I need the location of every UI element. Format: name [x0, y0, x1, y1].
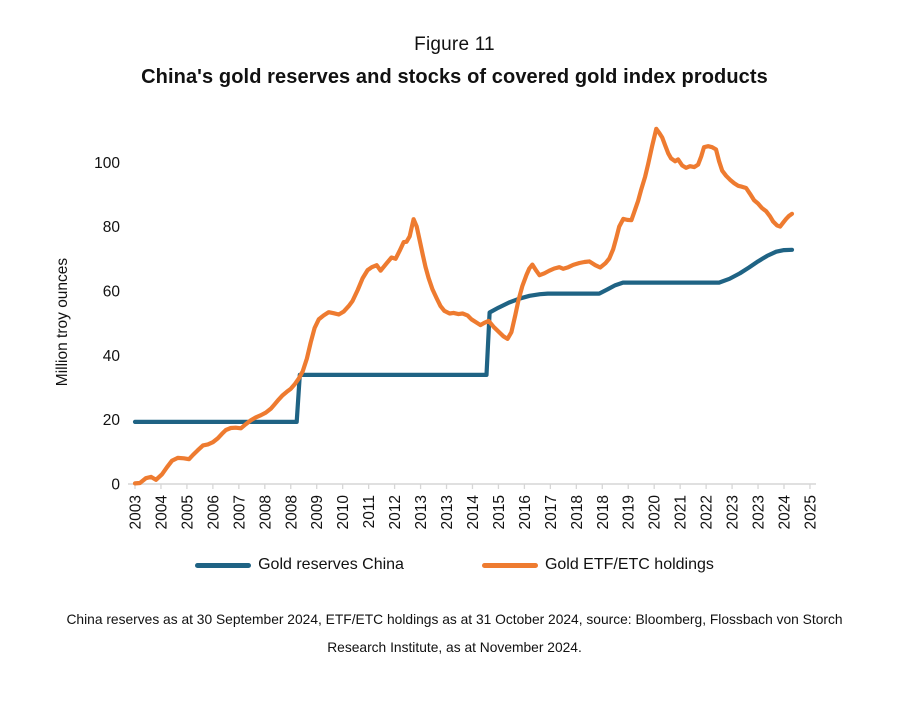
- chart-title: China's gold reserves and stocks of cove…: [141, 66, 768, 88]
- x-tick-label: 2010: [335, 495, 352, 530]
- x-tick-label: 2013: [439, 495, 456, 529]
- x-tick-label: 2025: [802, 495, 819, 529]
- y-tick-label: 40: [103, 348, 121, 365]
- x-tick-label: 2005: [179, 495, 196, 529]
- x-tick-label: 2012: [387, 495, 404, 529]
- x-tick-label: 2020: [647, 495, 664, 530]
- x-tick-label: 2019: [621, 495, 638, 529]
- x-tick-label: 2008: [283, 495, 300, 529]
- x-tick-label: 2018: [595, 495, 612, 529]
- y-tick-label: 20: [103, 412, 121, 429]
- legend-swatch-gold-reserves: [195, 562, 252, 568]
- x-tick-label: 2006: [205, 495, 222, 529]
- x-tick-label: 2008: [257, 495, 274, 529]
- legend-item-etf-holdings: Gold ETF/ETC holdings: [481, 556, 714, 574]
- x-tick-label: 2017: [543, 495, 560, 529]
- y-tick-label: 80: [103, 219, 121, 236]
- legend-swatch-etf-holdings: [481, 562, 538, 568]
- x-tick-label: 2004: [153, 495, 170, 530]
- x-tick-label: 2018: [569, 495, 586, 529]
- plot-area: 2003 2004 2005 2006 2007 2008 2008 2009 2010 2011…: [54, 126, 819, 530]
- series-line-etf-holdings: [132, 126, 795, 486]
- figure-label: Figure 11: [414, 34, 495, 55]
- x-tick-label: 2016: [517, 495, 534, 529]
- chart-canvas: 2003 2004 2005 2006 2007 2008 2008 2009 2010 2011…: [54, 126, 819, 530]
- x-tick-label: 2021: [673, 495, 690, 529]
- x-tick-label: 2003: [128, 495, 145, 529]
- x-tick-label: 2014: [465, 495, 482, 530]
- series-line-gold-reserves: [132, 247, 795, 424]
- footnote: China reserves as at 30 September 2024, …: [0, 606, 909, 661]
- x-tick-label: 2023: [725, 495, 742, 529]
- x-tick-label: 2011: [361, 495, 378, 528]
- x-tick-label: 2024: [777, 495, 794, 530]
- x-tick-label: 2013: [413, 495, 430, 529]
- y-axis-title: Million troy ounces: [54, 258, 71, 387]
- x-tick-label: 2009: [309, 495, 326, 529]
- x-tick-label: 2015: [491, 495, 508, 529]
- y-tick-label: 100: [94, 155, 120, 172]
- legend-label-etf-holdings: Gold ETF/ETC holdings: [544, 556, 714, 573]
- y-tick-label: 0: [111, 477, 120, 494]
- legend-label-gold-reserves: Gold reserves China: [258, 556, 404, 573]
- legend: Gold reserves China Gold ETF/ETC holding…: [0, 556, 909, 574]
- legend-item-gold-reserves: Gold reserves China: [195, 556, 404, 574]
- y-tick-label: 60: [103, 283, 121, 300]
- x-tick-label: 2023: [751, 495, 768, 529]
- x-tick-label: 2007: [231, 495, 248, 529]
- footnote-text: China reserves as at 30 September 2024, …: [66, 612, 843, 655]
- x-tick-label: 2022: [699, 495, 716, 529]
